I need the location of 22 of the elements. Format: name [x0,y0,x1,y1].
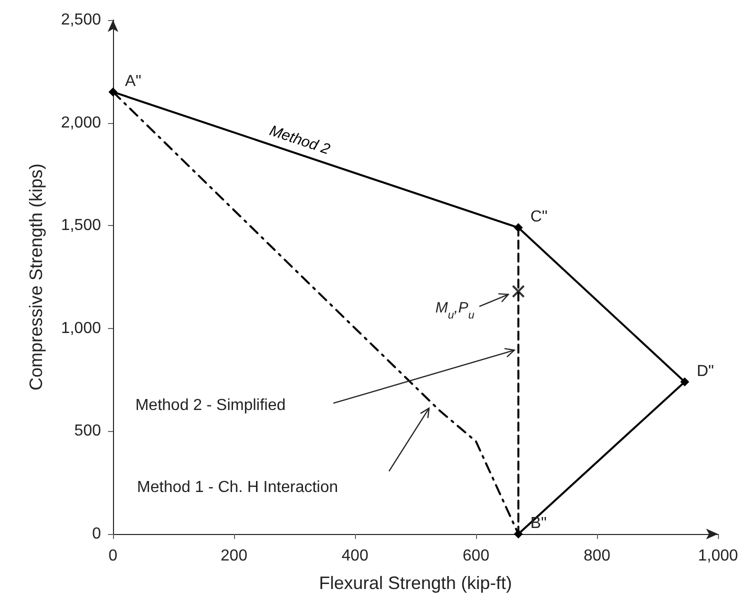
x-tick-label: 800 [584,548,610,564]
annotation: C" [530,208,548,226]
x-tick-label: 0 [108,548,118,564]
x-tick-label: 200 [220,548,248,564]
annotation: D" [696,362,714,380]
annotation: A" [125,72,142,90]
y-tick-label: 2,500 [60,12,102,28]
text: Method 2 [267,122,333,158]
x-tick-label: 400 [342,548,368,564]
annotation: Method 1 - Ch. H Interaction [137,479,338,496]
x-tick-label: 600 [462,548,490,564]
annotation: Method 2 - Simplified [135,397,286,414]
y-tick-label: 1,000 [60,320,102,337]
annotation: M$_{u}$,P$_{u}$ [435,299,474,322]
y-tick-label: 2,000 [60,114,102,132]
annotation: B" [530,515,547,532]
x-axis-title: Flexural Strength (kip-ft) [318,573,512,593]
x-tick-label: 1,000 [698,548,738,564]
y-tick-label: 1,500 [60,217,102,234]
y-tick-label: 500 [74,422,102,440]
y-tick-label: 0 [92,526,102,542]
y-axis-title: Compressive Strength (kips) [26,163,46,391]
